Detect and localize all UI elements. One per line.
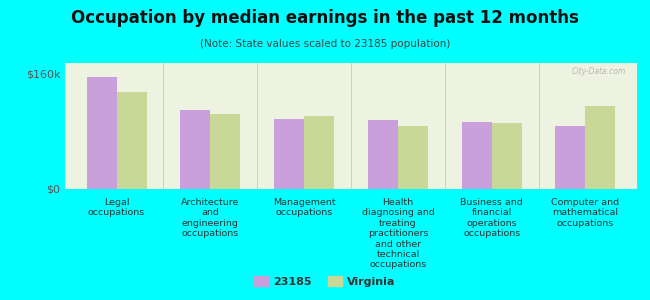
Bar xyxy=(586,106,616,189)
Legend: 23185, Virginia: 23185, Virginia xyxy=(250,272,400,291)
Text: Architecture
and
engineering
occupations: Architecture and engineering occupations xyxy=(181,198,240,238)
Bar xyxy=(491,123,522,189)
Text: (Note: State values scaled to 23185 population): (Note: State values scaled to 23185 popu… xyxy=(200,39,450,49)
Bar xyxy=(274,119,304,189)
Text: Business and
financial
operations
occupations: Business and financial operations occupa… xyxy=(460,198,523,238)
Text: Management
occupations: Management occupations xyxy=(273,198,335,218)
Bar xyxy=(116,92,147,189)
Text: Health
diagnosing and
treating
practitioners
and other
technical
occupations: Health diagnosing and treating practitio… xyxy=(361,198,434,269)
Text: Computer and
mathematical
occupations: Computer and mathematical occupations xyxy=(551,198,619,228)
Bar xyxy=(180,110,211,189)
Bar xyxy=(368,120,398,189)
Text: Occupation by median earnings in the past 12 months: Occupation by median earnings in the pas… xyxy=(71,9,579,27)
Bar xyxy=(304,116,334,189)
Bar xyxy=(86,77,116,189)
Text: Legal
occupations: Legal occupations xyxy=(88,198,145,218)
Bar xyxy=(398,126,428,189)
Bar xyxy=(462,122,491,189)
Bar xyxy=(211,114,240,189)
Text: City-Data.com: City-Data.com xyxy=(571,67,625,76)
Bar xyxy=(555,126,586,189)
